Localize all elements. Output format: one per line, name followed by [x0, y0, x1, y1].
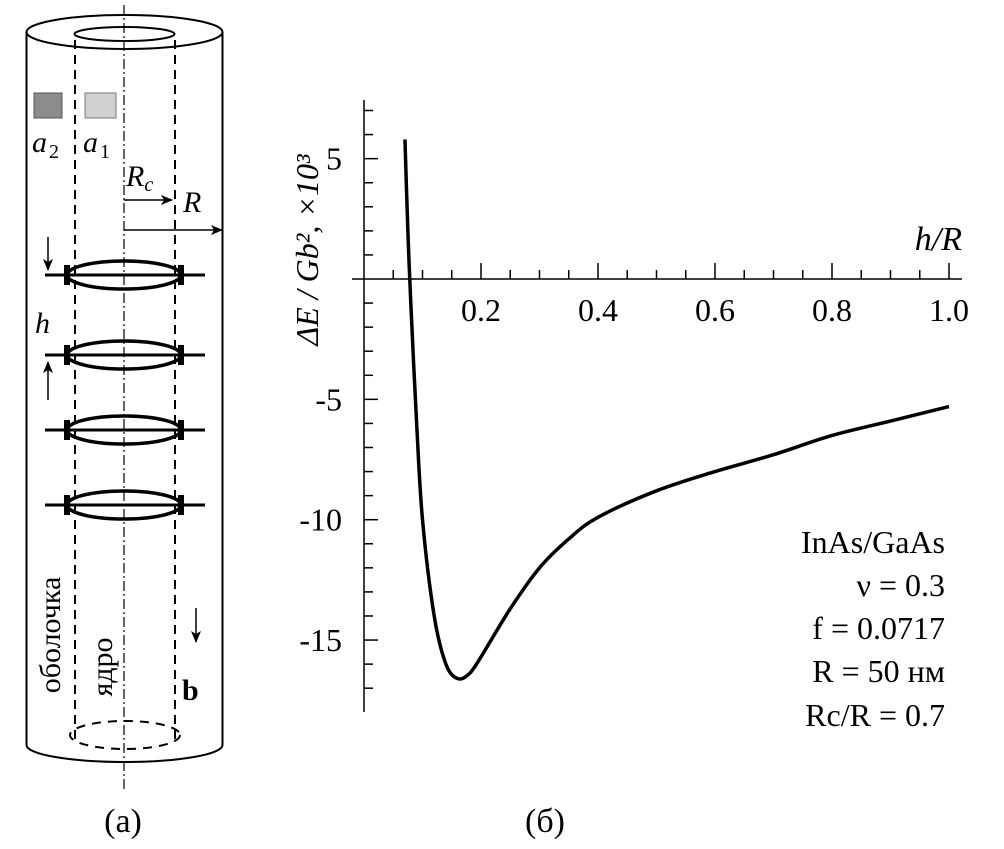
dislocation-loops	[45, 259, 205, 521]
energy-chart: 0.2 0.4 0.6 0.8 1.0 5 -5 -10 -15 h/R ΔE / Gb², …	[289, 100, 969, 840]
y-tick-label: 5	[326, 141, 342, 177]
loop-edge-marker	[64, 420, 70, 440]
x-tick-label: 1.0	[929, 292, 969, 328]
a2-subscript: 2	[49, 141, 59, 163]
y-tick-labels: 5 -5 -10 -15	[299, 141, 342, 658]
r-label: R	[182, 186, 201, 219]
x-tick-label: 0.2	[461, 292, 501, 328]
h-label: h	[35, 307, 50, 340]
loop-edge-marker	[178, 265, 184, 285]
caption-b: (б)	[525, 803, 565, 840]
loop-edge-marker	[64, 345, 70, 365]
a1-label: a	[83, 126, 98, 159]
parameters-annotation: InAs/GaAs ν = 0.3 f = 0.0717 R = 50 нм R…	[801, 524, 945, 733]
burgers-vector-label: b	[182, 674, 199, 707]
svg-text:Rc: Rc	[125, 160, 153, 196]
annotation-core-ratio: Rc/R = 0.7	[805, 697, 945, 733]
loop-edge-marker	[64, 495, 70, 515]
y-tick-label: -10	[299, 502, 342, 538]
a1-square	[84, 92, 117, 119]
loop-edge-marker	[178, 420, 184, 440]
loop-edge-marker	[178, 345, 184, 365]
shell-label: оболочка	[34, 577, 67, 694]
caption-a: (a)	[104, 803, 142, 840]
y-ticks	[364, 109, 378, 689]
a2-label: a	[32, 126, 47, 159]
a1-subscript: 1	[100, 141, 110, 163]
y-tick-label: -15	[299, 622, 342, 658]
loop-edge-marker	[178, 495, 184, 515]
x-ticks	[392, 263, 950, 279]
annotation-radius: R = 50 нм	[812, 653, 945, 689]
rc-label: R	[125, 160, 144, 193]
svg-text:a1: a1	[83, 126, 110, 163]
annotation-material: InAs/GaAs	[801, 524, 945, 560]
annotation-poisson: ν = 0.3	[856, 567, 945, 603]
energy-curve	[403, 139, 950, 681]
y-tick-label: -5	[315, 381, 342, 417]
annotation-misfit: f = 0.0717	[812, 610, 945, 646]
svg-text:a2: a2	[32, 126, 59, 163]
a2-square	[33, 92, 63, 119]
x-axis-label: h/R	[915, 221, 962, 258]
x-tick-label: 0.4	[578, 292, 618, 328]
core-bottom-dashed-ellipse	[69, 720, 181, 750]
core-label: ядро	[86, 637, 119, 696]
rc-subscript: c	[144, 174, 153, 196]
x-tick-label: 0.6	[695, 292, 735, 328]
x-tick-labels: 0.2 0.4 0.6 0.8 1.0	[461, 292, 969, 328]
x-tick-label: 0.8	[812, 292, 852, 328]
loop-edge-marker	[64, 265, 70, 285]
y-axis-label: ΔE / Gb², ×10³	[289, 154, 325, 348]
